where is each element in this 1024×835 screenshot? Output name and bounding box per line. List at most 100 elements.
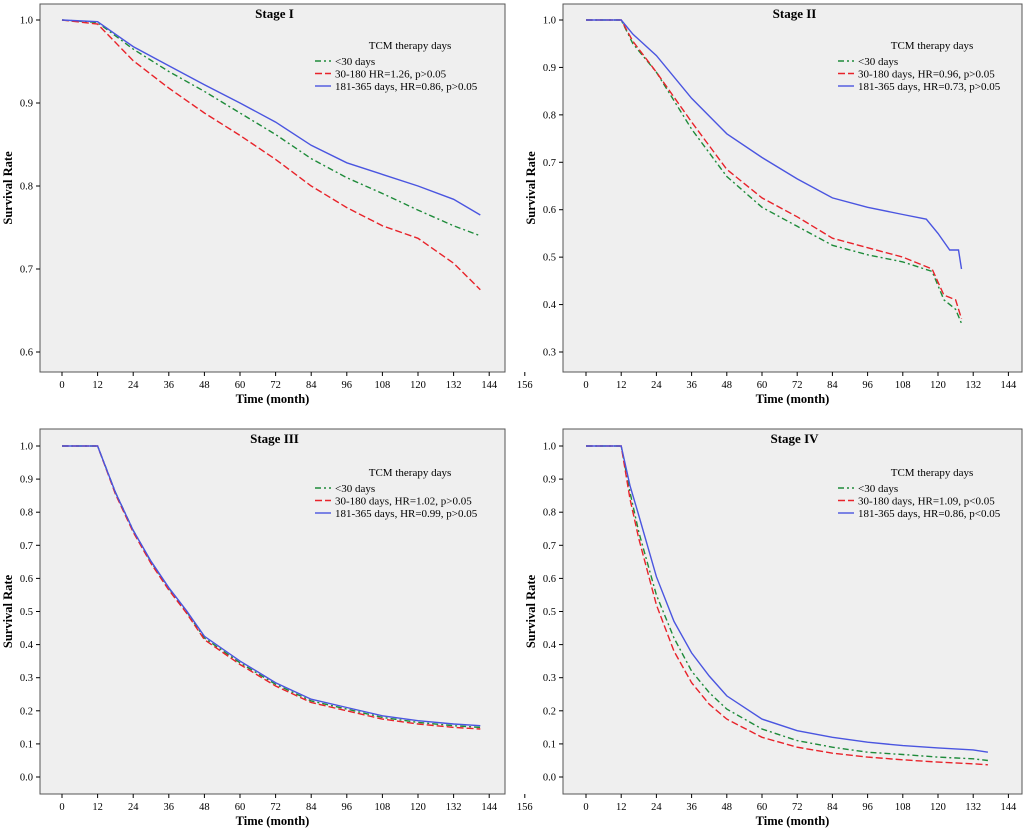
legend-entry: <30 days xyxy=(858,483,898,495)
x-tick-label: 48 xyxy=(199,380,210,391)
y-tick-label: 0.8 xyxy=(543,508,556,519)
y-tick-label: 0.5 xyxy=(543,607,556,618)
x-tick-label: 48 xyxy=(722,802,733,813)
legend-entry: 30-180 HR=1.26, p>0.05 xyxy=(335,69,447,81)
y-tick-label: 0.7 xyxy=(20,265,33,276)
legend-entry: 181-365 days, HR=0.73, p>0.05 xyxy=(858,81,1001,93)
x-tick-label: 72 xyxy=(792,380,803,391)
x-tick-label: 0 xyxy=(583,802,588,813)
y-tick-label: 0.8 xyxy=(20,508,33,519)
x-tick-label: 144 xyxy=(1001,802,1018,813)
y-tick-label: 0.9 xyxy=(20,99,33,110)
y-tick-label: 0.2 xyxy=(20,706,33,717)
x-tick-label: 12 xyxy=(92,802,103,813)
x-tick-label: 120 xyxy=(930,380,946,391)
x-tick-label: 96 xyxy=(342,802,353,813)
x-tick-label: 144 xyxy=(481,802,498,813)
y-axis-label: Survival Rate xyxy=(1,151,15,225)
series-line xyxy=(586,19,963,270)
x-tick-label: 12 xyxy=(616,380,627,391)
x-tick-label: 132 xyxy=(965,380,981,391)
x-tick-label: 156 xyxy=(517,380,533,391)
y-tick-label: 1.0 xyxy=(20,16,33,27)
series-line xyxy=(62,445,481,730)
y-tick-label: 0.3 xyxy=(20,673,33,684)
x-tick-label: 144 xyxy=(481,380,498,391)
series-line xyxy=(586,19,963,320)
x-tick-label: 120 xyxy=(410,802,426,813)
series-line xyxy=(62,445,481,727)
series-line xyxy=(586,445,989,753)
x-tick-label: 24 xyxy=(651,802,662,813)
x-tick-label: 132 xyxy=(446,802,462,813)
legend-entry: 30-180 days, HR=1.02, p>0.05 xyxy=(335,496,472,508)
legend-entry: <30 days xyxy=(335,56,375,68)
y-tick-label: 0.4 xyxy=(20,640,34,651)
plot-area xyxy=(562,3,1023,373)
x-axis-label: Time (month) xyxy=(756,814,830,828)
y-tick-label: 0.7 xyxy=(20,541,33,552)
y-tick-label: 0.2 xyxy=(543,706,556,717)
x-tick-label: 0 xyxy=(59,380,64,391)
legend-entry: 181-365 days, HR=0.86, p>0.05 xyxy=(335,81,478,93)
x-tick-label: 108 xyxy=(375,380,391,391)
x-axis-label: Time (month) xyxy=(756,392,830,406)
x-tick-label: 72 xyxy=(270,802,281,813)
x-tick-label: 24 xyxy=(128,802,139,813)
plot-area xyxy=(39,428,506,795)
x-tick-label: 108 xyxy=(895,380,911,391)
y-tick-label: 0.1 xyxy=(543,739,556,750)
x-tick-label: 96 xyxy=(342,380,353,391)
panel-title: Stage III xyxy=(250,431,299,446)
y-tick-label: 0.5 xyxy=(20,607,33,618)
y-tick-label: 1.0 xyxy=(20,442,33,453)
x-axis-label: Time (month) xyxy=(236,392,310,406)
panel-3: Stage III 0 12 24 36 48 60 72 84 96 108 120 132 144 15… xyxy=(1,428,533,828)
x-tick-label: 36 xyxy=(164,380,175,391)
y-axis-label: Survival Rate xyxy=(524,574,538,648)
x-tick-label: 60 xyxy=(757,380,768,391)
legend-title: TCM therapy days xyxy=(891,467,973,479)
legend-entry: <30 days xyxy=(858,56,898,68)
y-tick-label: 1.0 xyxy=(543,16,556,27)
x-tick-label: 96 xyxy=(862,802,873,813)
legend-title: TCM therapy days xyxy=(369,467,451,479)
x-tick-label: 108 xyxy=(895,802,911,813)
x-tick-label: 24 xyxy=(128,380,139,391)
x-tick-label: 84 xyxy=(306,380,317,391)
y-tick-label: 0.6 xyxy=(20,348,33,359)
y-tick-label: 0.1 xyxy=(20,739,33,750)
x-tick-label: 132 xyxy=(965,802,981,813)
x-tick-label: 84 xyxy=(306,802,317,813)
legend-entry: <30 days xyxy=(335,483,375,495)
series-line xyxy=(62,445,481,729)
y-tick-label: 0.9 xyxy=(543,475,556,486)
legend-entry: 181-365 days, HR=0.86, p<0.05 xyxy=(858,508,1001,520)
y-axis-label: Survival Rate xyxy=(1,574,15,648)
y-tick-label: 0.6 xyxy=(543,574,556,585)
x-tick-label: 0 xyxy=(583,380,588,391)
panel-4: Stage IV 0 12 24 36 48 60 72 84 96 108 120 132 144 0.0… xyxy=(524,428,1023,828)
x-tick-label: 0 xyxy=(59,802,64,813)
series-line xyxy=(61,19,481,291)
x-tick-label: 156 xyxy=(517,802,533,813)
x-tick-label: 12 xyxy=(92,380,103,391)
y-tick-label: 0.7 xyxy=(543,158,556,169)
series-line xyxy=(586,445,988,762)
y-tick-label: 0.9 xyxy=(20,475,33,486)
panel-title: Stage II xyxy=(773,6,817,21)
x-tick-label: 36 xyxy=(686,380,697,391)
x-tick-label: 24 xyxy=(651,380,662,391)
y-axis-label: Survival Rate xyxy=(524,151,538,225)
x-tick-label: 60 xyxy=(235,380,246,391)
y-tick-label: 0.0 xyxy=(20,773,33,784)
y-tick-label: 0.6 xyxy=(543,205,556,216)
x-tick-label: 36 xyxy=(164,802,175,813)
panel-2: Stage II 0 12 24 36 48 60 72 84 96 108 120 132 144 0.3… xyxy=(524,3,1023,406)
x-tick-label: 72 xyxy=(792,802,803,813)
y-tick-label: 0.8 xyxy=(20,182,33,193)
panel-1: Stage I 0 12 24 36 48 60 72 84 96 108 120 132 144 156 0… xyxy=(1,3,533,406)
y-tick-label: 0.4 xyxy=(543,640,557,651)
series-line xyxy=(586,19,963,324)
series-line xyxy=(61,19,481,237)
